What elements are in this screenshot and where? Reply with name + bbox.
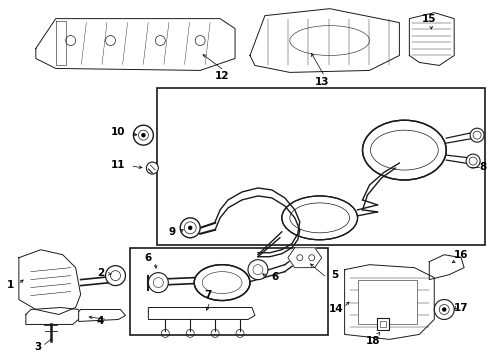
Polygon shape: [287, 248, 321, 268]
Bar: [380, 321, 386, 328]
Text: 5: 5: [330, 270, 338, 280]
Polygon shape: [148, 307, 254, 319]
Text: 13: 13: [314, 77, 328, 87]
Text: 11: 11: [111, 160, 125, 170]
Text: 16: 16: [453, 250, 468, 260]
Polygon shape: [36, 19, 235, 71]
Text: 4: 4: [97, 316, 104, 327]
Ellipse shape: [194, 265, 249, 301]
Circle shape: [247, 260, 267, 280]
Polygon shape: [408, 13, 453, 66]
Text: 10: 10: [111, 127, 125, 137]
Polygon shape: [19, 250, 81, 315]
Text: 6: 6: [144, 253, 152, 263]
Text: 15: 15: [421, 14, 436, 24]
Ellipse shape: [362, 120, 446, 180]
Bar: [357, 280, 416, 324]
Text: 2: 2: [97, 267, 104, 278]
Bar: [157, 88, 484, 245]
Bar: [377, 319, 388, 330]
Text: 12: 12: [214, 71, 229, 81]
Circle shape: [146, 162, 158, 174]
Circle shape: [433, 300, 453, 319]
Circle shape: [188, 226, 191, 229]
Text: 6: 6: [271, 272, 278, 282]
Text: 14: 14: [327, 305, 342, 315]
Polygon shape: [56, 21, 65, 66]
Polygon shape: [344, 265, 433, 339]
Polygon shape: [26, 307, 81, 324]
Circle shape: [133, 125, 153, 145]
Circle shape: [148, 273, 168, 293]
Text: 1: 1: [7, 280, 15, 289]
Polygon shape: [428, 255, 463, 280]
Text: 7: 7: [204, 289, 211, 300]
Circle shape: [465, 154, 479, 168]
Circle shape: [105, 266, 125, 285]
Text: 9: 9: [168, 227, 176, 237]
Polygon shape: [249, 9, 399, 72]
Text: 8: 8: [478, 162, 486, 172]
Circle shape: [142, 134, 144, 137]
Text: 3: 3: [34, 342, 41, 352]
Polygon shape: [79, 310, 125, 321]
Ellipse shape: [281, 196, 357, 240]
Bar: [130, 248, 327, 336]
Text: 17: 17: [453, 302, 468, 312]
Circle shape: [180, 218, 200, 238]
Circle shape: [442, 308, 445, 311]
Circle shape: [469, 128, 483, 142]
Text: 18: 18: [366, 336, 380, 346]
